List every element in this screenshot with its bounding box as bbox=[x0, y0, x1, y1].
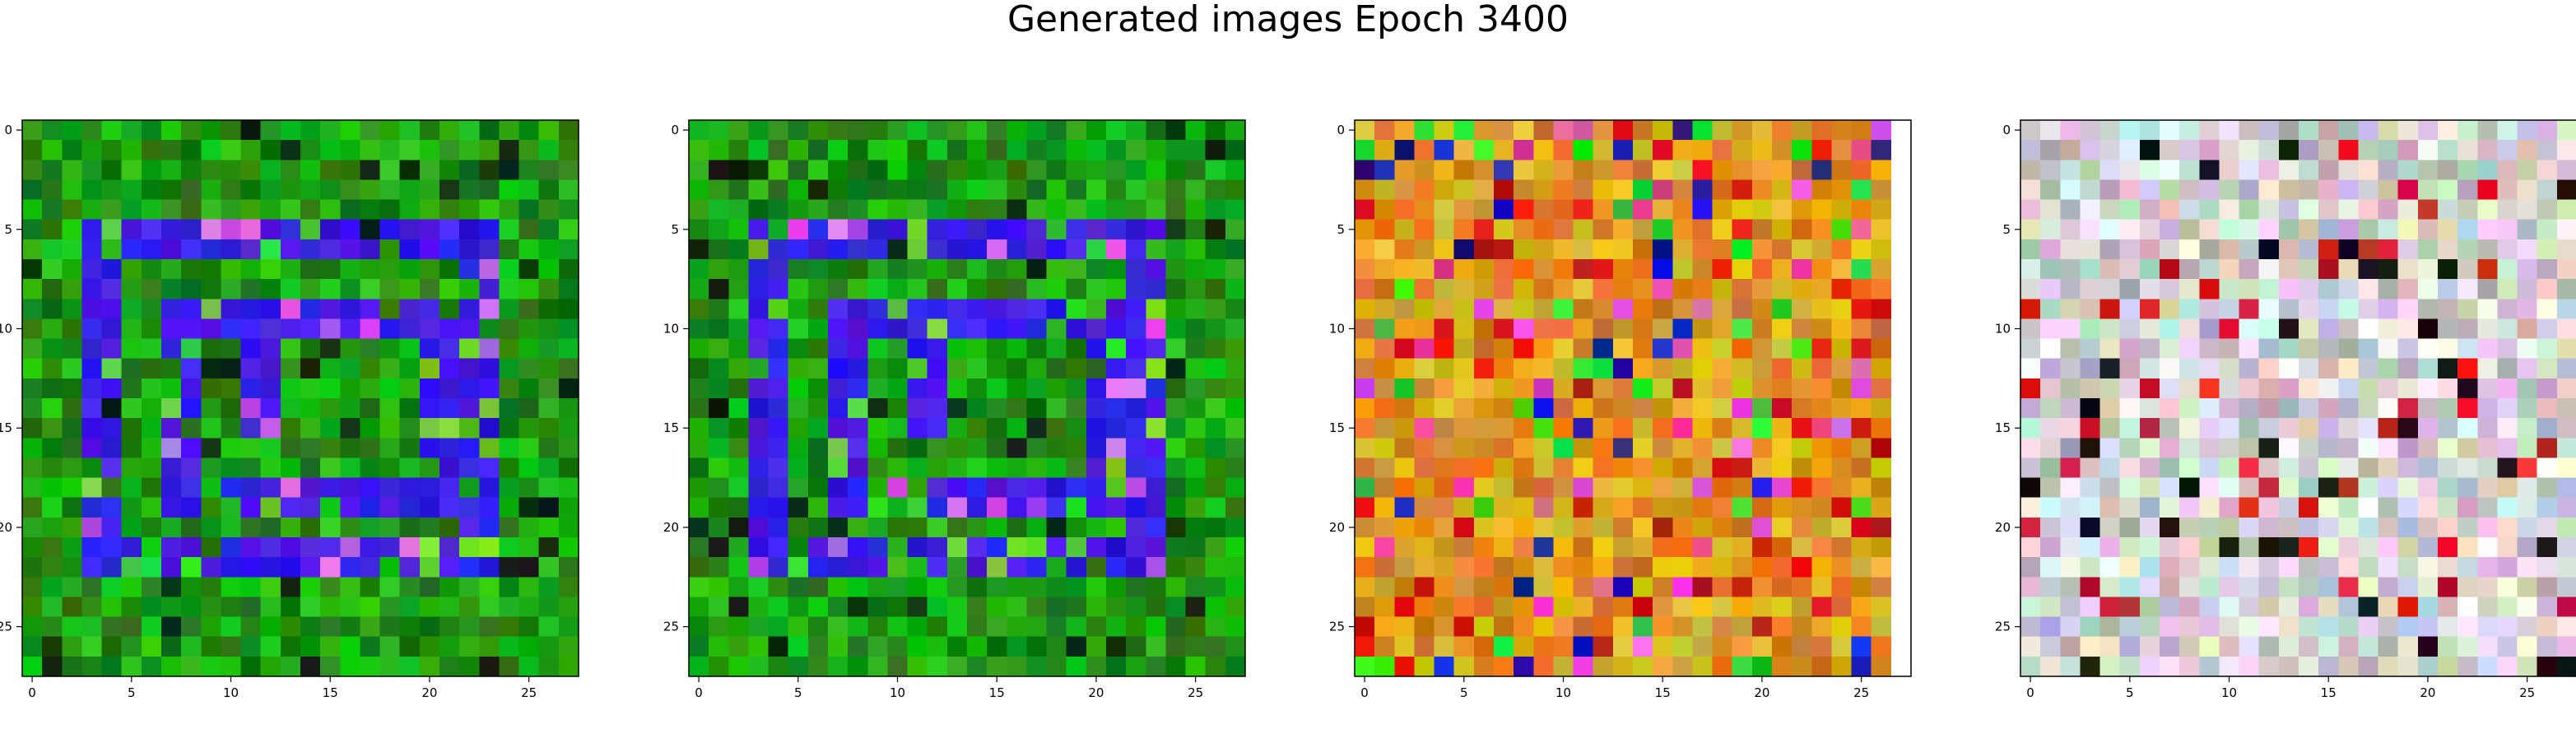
x-tick-label: 0 bbox=[695, 685, 703, 700]
y-tick-label: 20 bbox=[0, 520, 12, 535]
x-tick-label: 0 bbox=[2026, 685, 2034, 700]
y-tick-label: 5 bbox=[4, 222, 12, 237]
x-tick-label: 5 bbox=[128, 685, 136, 700]
x-tick-label: 5 bbox=[1460, 685, 1468, 700]
x-tick-label: 5 bbox=[794, 685, 802, 700]
x-tick-label: 20 bbox=[421, 685, 437, 700]
y-tick-label: 5 bbox=[671, 222, 679, 237]
x-tick-label: 25 bbox=[1853, 685, 1869, 700]
generated-image-panel-2: 0 0 5 5 10 10 15 15 20 20 25 25 bbox=[689, 120, 1245, 676]
x-tick-label: 25 bbox=[1188, 685, 1203, 700]
axes-frame bbox=[1355, 120, 1911, 676]
y-tick-label: 0 bbox=[2002, 123, 2011, 137]
y-tick-label: 20 bbox=[1329, 520, 1345, 535]
y-tick-label: 15 bbox=[1995, 420, 2011, 435]
y-tick-label: 0 bbox=[4, 123, 12, 137]
x-tick-label: 10 bbox=[223, 685, 239, 700]
y-tick-label: 20 bbox=[663, 520, 679, 535]
x-tick-label: 25 bbox=[2519, 685, 2535, 700]
y-tick-label: 15 bbox=[663, 420, 679, 435]
x-tick-label: 0 bbox=[1360, 685, 1369, 700]
y-tick-label: 5 bbox=[1337, 222, 1345, 237]
x-tick-label: 25 bbox=[521, 685, 537, 700]
axes-2: 0 0 5 5 10 10 15 15 20 20 25 25 bbox=[639, 104, 1298, 729]
x-tick-label: 20 bbox=[1754, 685, 1769, 700]
x-tick-label: 5 bbox=[2126, 685, 2134, 700]
y-tick-label: 0 bbox=[671, 123, 679, 137]
figure-title: Generated images Epoch 3400 bbox=[0, 0, 2576, 44]
generated-image-panel-3: 0 0 5 5 10 10 15 15 20 20 25 25 bbox=[1355, 120, 1911, 676]
y-tick-label: 10 bbox=[1329, 322, 1345, 337]
y-tick-label: 15 bbox=[0, 420, 12, 435]
y-tick-label: 25 bbox=[1995, 620, 2011, 634]
x-tick-label: 15 bbox=[1655, 685, 1671, 700]
x-tick-label: 10 bbox=[2221, 685, 2237, 700]
y-tick-label: 15 bbox=[1329, 420, 1345, 435]
x-tick-label: 20 bbox=[2420, 685, 2435, 700]
y-tick-label: 25 bbox=[1329, 620, 1345, 634]
axes-frame bbox=[689, 120, 1245, 676]
x-tick-label: 0 bbox=[28, 685, 36, 700]
x-tick-label: 20 bbox=[1088, 685, 1104, 700]
y-tick-label: 10 bbox=[1995, 322, 2011, 337]
y-tick-label: 5 bbox=[2002, 222, 2011, 237]
generated-image-panel-1: 0 0 5 5 10 10 15 15 20 20 25 25 bbox=[22, 120, 579, 676]
y-tick-label: 25 bbox=[663, 620, 679, 634]
x-tick-label: 15 bbox=[989, 685, 1005, 700]
x-tick-label: 15 bbox=[323, 685, 338, 700]
y-tick-label: 20 bbox=[1995, 520, 2011, 535]
axes-frame bbox=[22, 120, 579, 676]
y-tick-label: 10 bbox=[0, 322, 12, 337]
x-tick-label: 10 bbox=[1555, 685, 1571, 700]
y-tick-label: 0 bbox=[1337, 123, 1345, 137]
x-tick-label: 15 bbox=[2321, 685, 2337, 700]
x-tick-label: 10 bbox=[890, 685, 905, 700]
axes-frame bbox=[2020, 120, 2576, 676]
y-tick-label: 10 bbox=[663, 322, 679, 337]
axes-1: 0 0 5 5 10 10 15 15 20 20 25 25 bbox=[0, 104, 631, 729]
axes-4: 0 0 5 5 10 10 15 15 20 20 25 25 bbox=[1971, 104, 2576, 729]
y-tick-label: 25 bbox=[0, 620, 12, 634]
generated-image-panel-4: 0 0 5 5 10 10 15 15 20 20 25 25 bbox=[2020, 120, 2576, 676]
axes-3: 0 0 5 5 10 10 15 15 20 20 25 25 bbox=[1305, 104, 1964, 729]
